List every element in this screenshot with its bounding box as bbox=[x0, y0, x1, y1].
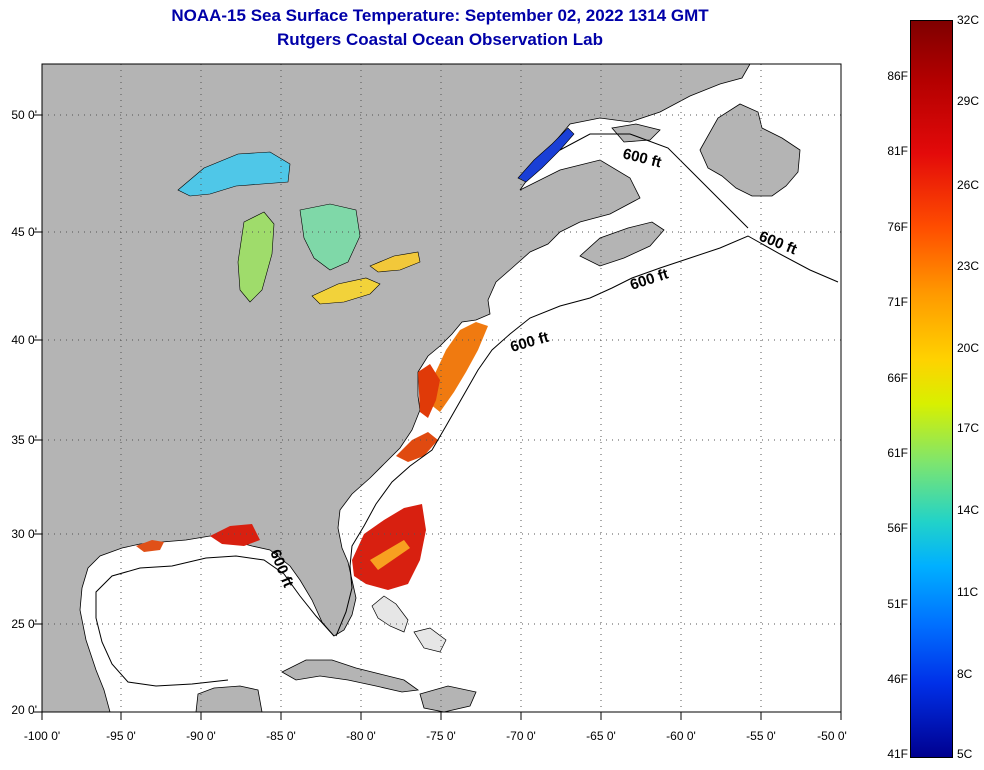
land-bahamas bbox=[371, 595, 409, 633]
land-island bbox=[611, 123, 661, 143]
colorbar-label-c: 23C bbox=[957, 259, 980, 273]
colorbar-label-f: 46F bbox=[887, 672, 908, 686]
map-subtitle: Rutgers Coastal Ocean Observation Lab bbox=[277, 30, 603, 49]
land-nova-scotia bbox=[579, 221, 665, 267]
longitude-label: -95 0' bbox=[106, 729, 136, 743]
tick-marks bbox=[34, 114, 842, 720]
longitude-label: -65 0' bbox=[586, 729, 616, 743]
longitude-label: -80 0' bbox=[346, 729, 376, 743]
sst-map: 600 ft 600 ft 600 ft 600 ft 600 ft bbox=[34, 63, 842, 720]
colorbar-label-f: 56F bbox=[887, 521, 908, 535]
sst-chesapeake bbox=[418, 364, 440, 418]
latitude-label: 35 0' bbox=[11, 433, 37, 447]
colorbar-label-c: 17C bbox=[957, 421, 980, 435]
latitude-label: 40 0' bbox=[11, 333, 37, 347]
longitude-label: -55 0' bbox=[746, 729, 776, 743]
graticule bbox=[42, 64, 841, 712]
colorbar-label-c: 8C bbox=[957, 667, 973, 681]
sst-gulf-west bbox=[136, 540, 164, 552]
land-yucatan bbox=[195, 685, 263, 712]
lake-huron bbox=[299, 203, 361, 271]
colorbar-label-c: 11C bbox=[957, 585, 979, 599]
latitude-label: 25 0' bbox=[11, 617, 37, 631]
sst-carolina bbox=[396, 432, 438, 462]
colorbar-label-f: 61F bbox=[887, 446, 908, 460]
colorbar-label-c: 29C bbox=[957, 94, 980, 108]
contour-600ft-gulf-st-lawrence bbox=[559, 133, 749, 229]
land-bahamas-south bbox=[413, 627, 447, 653]
colorbar-label-f: 76F bbox=[887, 220, 908, 234]
latitude-label: 20 0' bbox=[11, 703, 37, 717]
land-newfoundland bbox=[699, 103, 801, 197]
colorbar-label-f: 86F bbox=[887, 69, 908, 83]
land-cuba bbox=[281, 659, 420, 693]
land-hispaniola bbox=[419, 685, 477, 712]
colorbar-label-c: 20C bbox=[957, 341, 980, 355]
colorbar-label-f: 71F bbox=[887, 295, 908, 309]
contour-600ft-atlantic bbox=[335, 235, 839, 637]
sst-mid-atlantic bbox=[430, 322, 488, 412]
lake-ontario bbox=[369, 251, 421, 273]
colorbar-label-c: 14C bbox=[957, 503, 980, 517]
longitude-label: -70 0' bbox=[506, 729, 536, 743]
lake-erie bbox=[311, 277, 381, 305]
sst-gulf-north bbox=[210, 524, 260, 546]
colorbar-label-f: 51F bbox=[887, 597, 908, 611]
temperature-colorbar bbox=[910, 20, 953, 758]
longitude-label: -90 0' bbox=[186, 729, 216, 743]
longitude-label: -60 0' bbox=[666, 729, 696, 743]
colorbar-label-c: 26C bbox=[957, 178, 980, 192]
longitude-label: -75 0' bbox=[426, 729, 456, 743]
longitude-label: -85 0' bbox=[266, 729, 296, 743]
colorbar-label-c: 5C bbox=[957, 747, 973, 761]
latitude-label: 30 0' bbox=[11, 527, 37, 541]
lake-superior bbox=[177, 151, 291, 197]
sst-florida-atlantic bbox=[352, 504, 426, 590]
latitude-label: 45 0' bbox=[11, 225, 37, 239]
lake-michigan bbox=[237, 211, 275, 303]
longitude-label: -100 0' bbox=[23, 729, 61, 743]
sst-streak bbox=[370, 540, 410, 570]
map-title: NOAA-15 Sea Surface Temperature: Septemb… bbox=[171, 6, 709, 25]
colorbar-label-f: 81F bbox=[887, 144, 908, 158]
colorbar-label-f: 41F bbox=[887, 747, 908, 761]
longitude-label: -50 0' bbox=[817, 729, 847, 743]
latitude-label: 50 0' bbox=[11, 108, 37, 122]
st-lawrence-river bbox=[517, 127, 575, 183]
contour-600ft-gulf bbox=[95, 555, 335, 687]
colorbar-label-f: 66F bbox=[887, 371, 908, 385]
colorbar-label-c: 32C bbox=[957, 13, 980, 27]
